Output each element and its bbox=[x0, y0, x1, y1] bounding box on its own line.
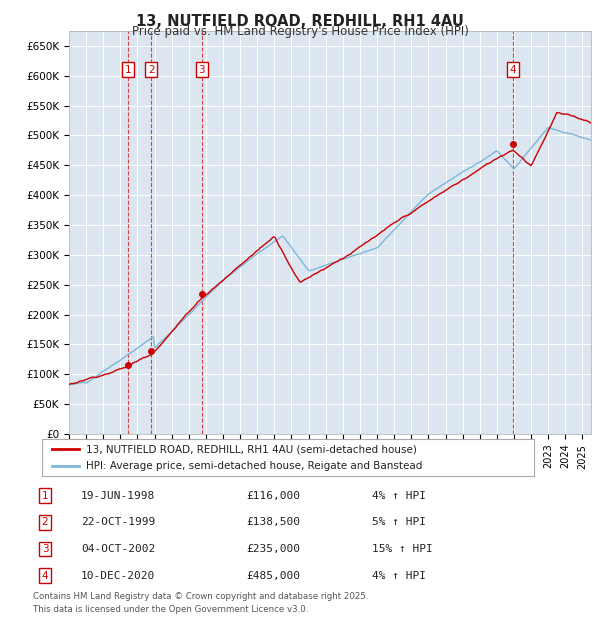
Text: £485,000: £485,000 bbox=[246, 570, 300, 581]
Text: £235,000: £235,000 bbox=[246, 544, 300, 554]
Text: 1: 1 bbox=[41, 490, 49, 501]
Text: 4% ↑ HPI: 4% ↑ HPI bbox=[372, 490, 426, 501]
Text: 2: 2 bbox=[148, 65, 155, 75]
Text: 1: 1 bbox=[125, 65, 131, 75]
Text: 22-OCT-1999: 22-OCT-1999 bbox=[81, 517, 155, 528]
Text: 19-JUN-1998: 19-JUN-1998 bbox=[81, 490, 155, 501]
Text: 04-OCT-2002: 04-OCT-2002 bbox=[81, 544, 155, 554]
Text: 10-DEC-2020: 10-DEC-2020 bbox=[81, 570, 155, 581]
Text: 4: 4 bbox=[509, 65, 516, 75]
Text: 13, NUTFIELD ROAD, REDHILL, RH1 4AU (semi-detached house): 13, NUTFIELD ROAD, REDHILL, RH1 4AU (sem… bbox=[86, 444, 417, 454]
Text: £138,500: £138,500 bbox=[246, 517, 300, 528]
Text: 5% ↑ HPI: 5% ↑ HPI bbox=[372, 517, 426, 528]
Text: 3: 3 bbox=[41, 544, 49, 554]
Text: 4: 4 bbox=[41, 570, 49, 581]
Text: 4% ↑ HPI: 4% ↑ HPI bbox=[372, 570, 426, 581]
Text: Contains HM Land Registry data © Crown copyright and database right 2025.
This d: Contains HM Land Registry data © Crown c… bbox=[33, 592, 368, 614]
Text: 2: 2 bbox=[41, 517, 49, 528]
Text: Price paid vs. HM Land Registry's House Price Index (HPI): Price paid vs. HM Land Registry's House … bbox=[131, 25, 469, 38]
Text: 13, NUTFIELD ROAD, REDHILL, RH1 4AU: 13, NUTFIELD ROAD, REDHILL, RH1 4AU bbox=[136, 14, 464, 29]
Text: 15% ↑ HPI: 15% ↑ HPI bbox=[372, 544, 433, 554]
Text: HPI: Average price, semi-detached house, Reigate and Banstead: HPI: Average price, semi-detached house,… bbox=[86, 461, 422, 471]
Text: 3: 3 bbox=[199, 65, 205, 75]
Text: £116,000: £116,000 bbox=[246, 490, 300, 501]
